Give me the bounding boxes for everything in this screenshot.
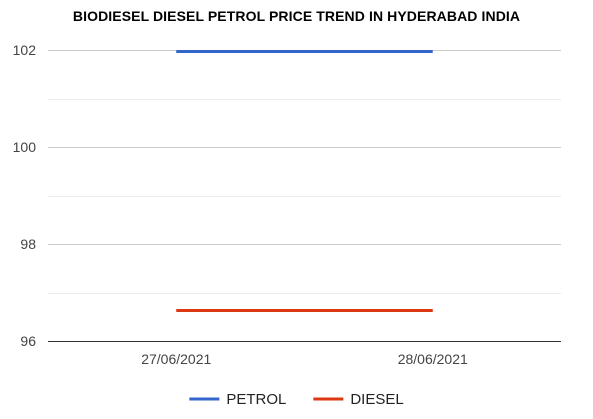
gridlines [48,50,561,342]
legend: PETROL DIESEL [189,391,404,408]
x-tick-label: 27/06/2021 [141,351,211,367]
chart-title: BIODIESEL DIESEL PETROL PRICE TREND IN H… [72,8,521,24]
x-tick-label: 28/06/2021 [398,351,468,367]
y-tick-label: 100 [13,139,37,155]
legend-label-diesel: DIESEL [350,391,403,408]
series-lines [176,49,433,312]
y-tick-label: 98 [20,236,36,252]
y-tick-label: 102 [13,42,37,58]
x-axis-ticks: 27/06/2021 28/06/2021 [141,351,468,367]
legend-label-petrol: PETROL [226,391,286,408]
y-tick-label: 96 [20,333,36,349]
y-axis-ticks: 96 98 100 102 [13,42,37,349]
